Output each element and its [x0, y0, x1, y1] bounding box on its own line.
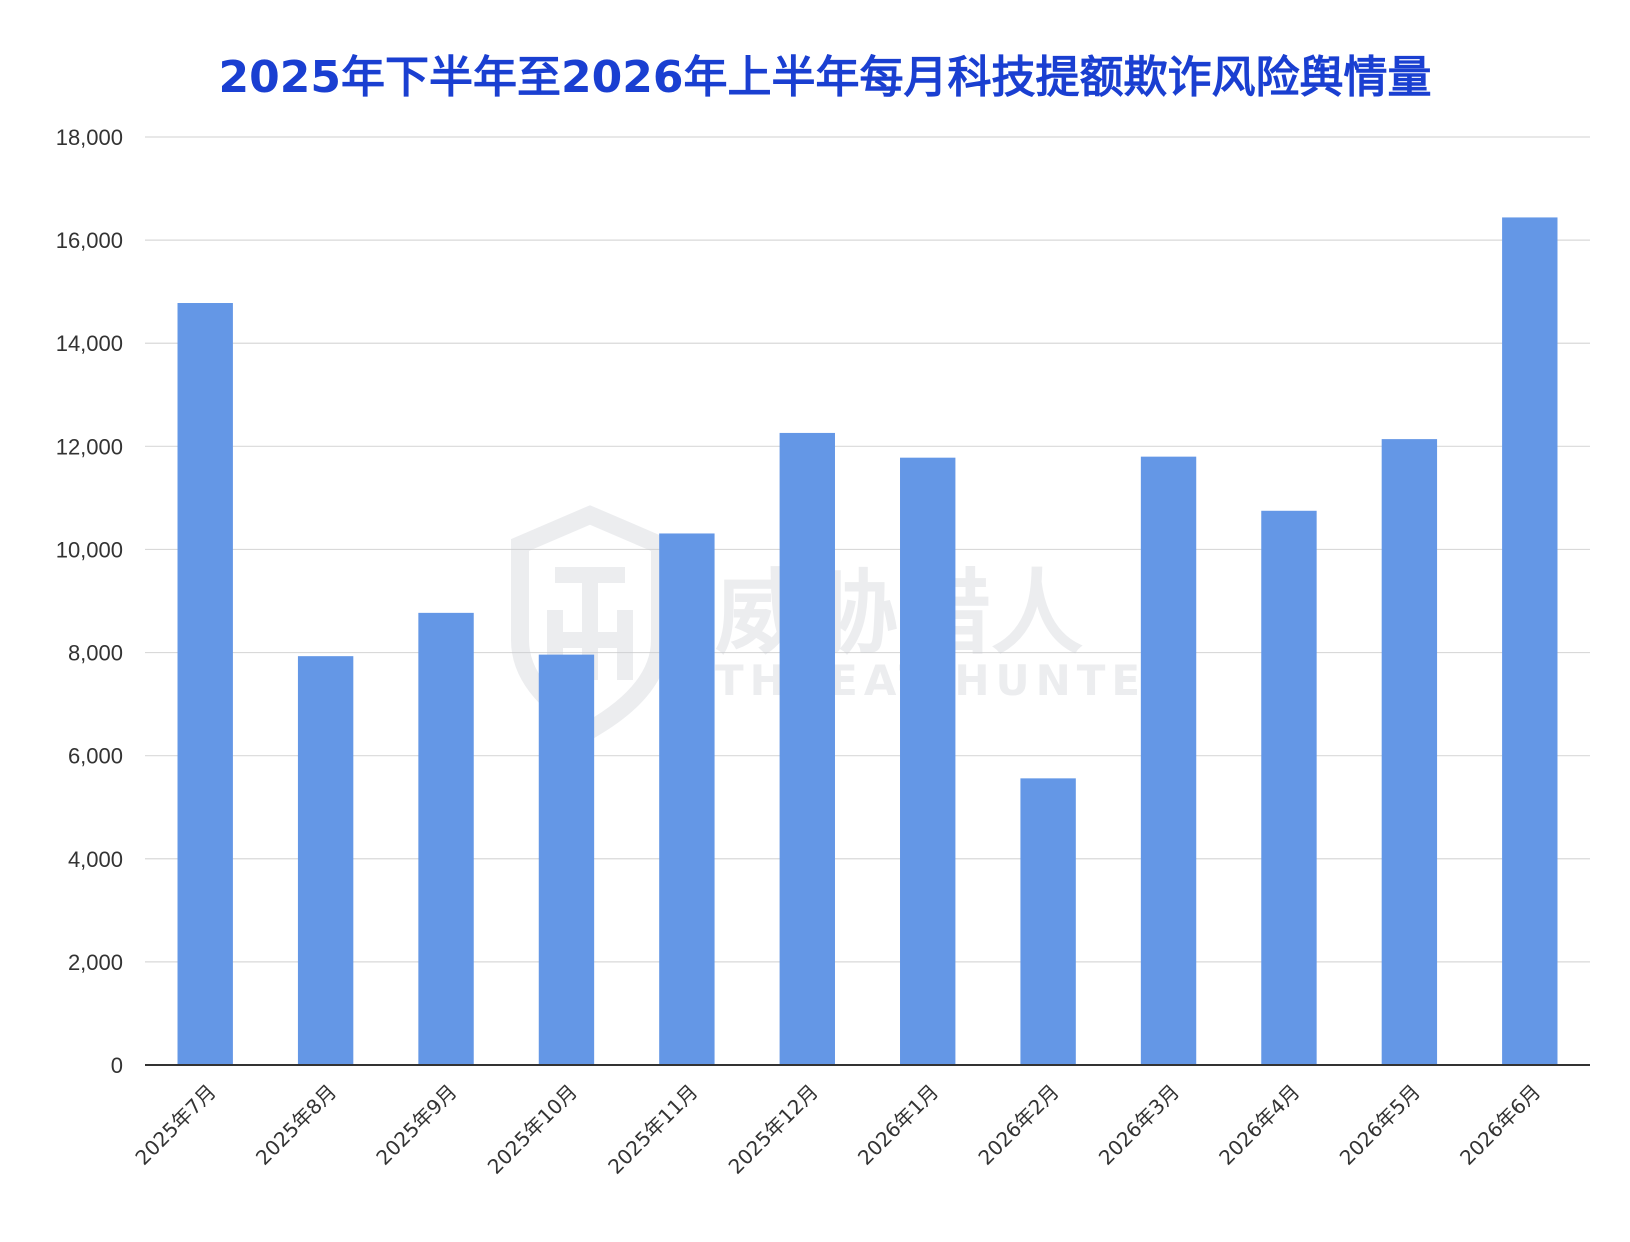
x-axis-ticks: 2025年7月 2025年8月 2025年9月 2025年10月 2025年11月 202… — [130, 1080, 1545, 1179]
x-tick-label: 2026年4月 — [1214, 1080, 1304, 1170]
bar — [177, 303, 233, 1065]
bar — [900, 457, 956, 1066]
y-tick-label: 4,000 — [68, 847, 123, 872]
bar — [779, 432, 835, 1065]
bar — [1502, 217, 1558, 1066]
x-tick-label: 2026年6月 — [1455, 1080, 1545, 1170]
gridlines — [145, 136, 1590, 963]
x-tick-label: 2026年3月 — [1094, 1080, 1184, 1170]
y-tick-label: 2,000 — [68, 950, 123, 975]
bars — [177, 217, 1558, 1066]
y-tick-label: 12,000 — [56, 434, 123, 459]
bar — [1381, 439, 1438, 1065]
bar — [659, 533, 715, 1065]
y-tick-label: 8,000 — [68, 641, 123, 666]
bar — [1020, 778, 1076, 1065]
bar — [1261, 510, 1317, 1065]
bar — [1140, 456, 1197, 1066]
x-tick-label: 2025年10月 — [483, 1080, 582, 1179]
y-tick-label: 6,000 — [68, 744, 123, 769]
watermark: 威胁猎人 THREAT HUNTER — [511, 505, 1178, 741]
x-tick-label: 2025年12月 — [724, 1080, 823, 1179]
y-tick-label: 10,000 — [56, 537, 123, 562]
y-tick-label: 16,000 — [56, 228, 123, 253]
chart-title: 2025年下半年至2026年上半年每月科技提额欺诈风险舆情量 — [219, 52, 1432, 103]
bar — [538, 654, 595, 1065]
bar — [418, 612, 474, 1065]
bar — [297, 656, 354, 1065]
x-tick-label: 2025年8月 — [251, 1080, 341, 1170]
y-tick-label: 18,000 — [56, 125, 123, 150]
x-tick-label: 2025年9月 — [371, 1080, 461, 1170]
x-tick-label: 2026年1月 — [853, 1080, 943, 1170]
x-tick-label: 2026年2月 — [973, 1080, 1063, 1170]
x-tick-label: 2025年7月 — [130, 1080, 220, 1170]
x-tick-label: 2026年5月 — [1335, 1080, 1425, 1170]
y-tick-label: 14,000 — [56, 331, 123, 356]
y-tick-label: 0 — [111, 1053, 123, 1078]
y-axis-ticks: 0 2,000 4,000 6,000 8,000 10,000 12,000 14,000 1… — [56, 125, 123, 1078]
x-tick-label: 2025年11月 — [603, 1080, 702, 1179]
watermark-cn: 威胁猎人 — [715, 560, 1083, 667]
